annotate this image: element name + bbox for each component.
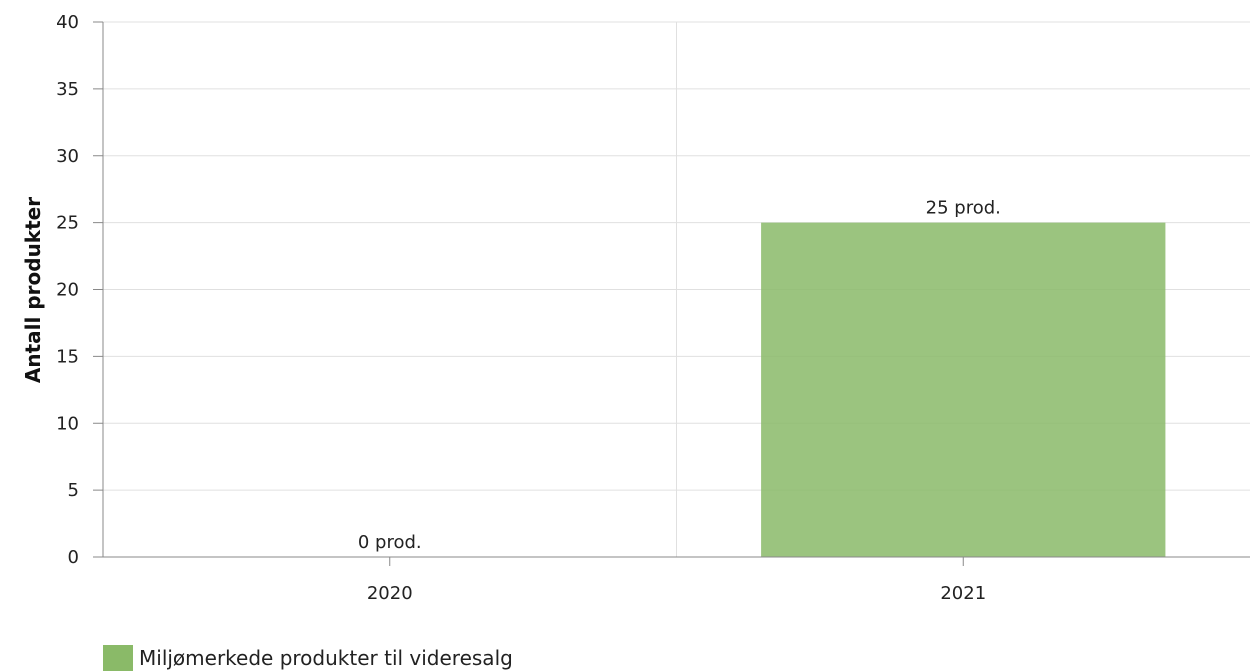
y-axis-title: Antall produkter [21, 197, 45, 383]
data-label: 25 prod. [926, 198, 1001, 219]
y-tick-label: 30 [56, 146, 79, 167]
x-tick-label: 2021 [940, 583, 986, 604]
y-tick-label: 25 [56, 213, 79, 234]
bars [761, 222, 1166, 557]
bar-2021[interactable] [761, 222, 1166, 557]
axes [93, 21, 1250, 566]
y-tick-label: 10 [56, 413, 79, 434]
data-label: 0 prod. [358, 532, 422, 553]
gridlines [103, 21, 1250, 557]
y-tick-label: 5 [68, 480, 79, 501]
labels: 0 5 10 15 20 25 30 35 40 0 prod. 2020 25 prod. 2021 [56, 12, 1001, 604]
legend-swatch [103, 645, 133, 671]
y-tick-label: 35 [56, 79, 79, 100]
y-tick-label: 0 [68, 547, 79, 568]
y-tick-label: 15 [56, 346, 79, 367]
legend[interactable]: Miljømerkede produkter til videresalg [103, 645, 513, 671]
legend-label: Miljømerkede produkter til videresalg [139, 646, 513, 670]
x-tick-label: 2020 [367, 583, 413, 604]
y-tick-label: 20 [56, 280, 79, 301]
y-tick-label: 40 [56, 12, 79, 33]
